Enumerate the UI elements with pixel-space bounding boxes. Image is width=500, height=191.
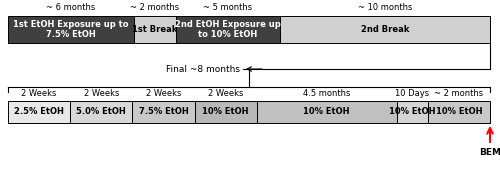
Text: 10% EtOH: 10% EtOH: [202, 108, 249, 117]
Text: BEM: BEM: [479, 148, 500, 157]
Text: 10 Days: 10 Days: [395, 89, 430, 98]
Text: 2.5% EtOH: 2.5% EtOH: [14, 108, 64, 117]
Bar: [8, 16, 134, 43]
Bar: [396, 101, 428, 123]
Text: 10% EtOH: 10% EtOH: [436, 108, 482, 117]
Bar: [134, 16, 175, 43]
Text: 2 Weeks: 2 Weeks: [22, 89, 57, 98]
Text: 10% EtOH: 10% EtOH: [304, 108, 350, 117]
Text: ~ 10 months: ~ 10 months: [358, 3, 412, 12]
Bar: [428, 101, 490, 123]
Text: Final ~8 months: Final ~8 months: [166, 65, 240, 74]
Text: ~ 5 months: ~ 5 months: [204, 3, 252, 12]
Bar: [280, 16, 490, 43]
Bar: [70, 101, 132, 123]
Bar: [257, 101, 396, 123]
Text: ~ 2 months: ~ 2 months: [130, 3, 180, 12]
Text: 1st EtOH Exposure up to
7.5% EtOH: 1st EtOH Exposure up to 7.5% EtOH: [13, 20, 128, 39]
Text: 7.5% EtOH: 7.5% EtOH: [138, 108, 188, 117]
Text: 5.0% EtOH: 5.0% EtOH: [76, 108, 126, 117]
Bar: [8, 101, 70, 123]
Text: ~ 6 months: ~ 6 months: [46, 3, 96, 12]
Text: 2 Weeks: 2 Weeks: [208, 89, 244, 98]
Text: 2nd EtOH Exposure up
to 10% EtOH: 2nd EtOH Exposure up to 10% EtOH: [175, 20, 281, 39]
Bar: [176, 16, 281, 43]
Text: 1st Break: 1st Break: [132, 25, 178, 34]
Text: 10% EtOH: 10% EtOH: [389, 108, 436, 117]
Text: ~ 2 months: ~ 2 months: [434, 89, 484, 98]
Bar: [132, 101, 194, 123]
Bar: [194, 101, 257, 123]
Text: 2 Weeks: 2 Weeks: [146, 89, 181, 98]
Text: 4.5 months: 4.5 months: [303, 89, 350, 98]
Text: 2nd Break: 2nd Break: [361, 25, 410, 34]
Text: 2 Weeks: 2 Weeks: [84, 89, 119, 98]
